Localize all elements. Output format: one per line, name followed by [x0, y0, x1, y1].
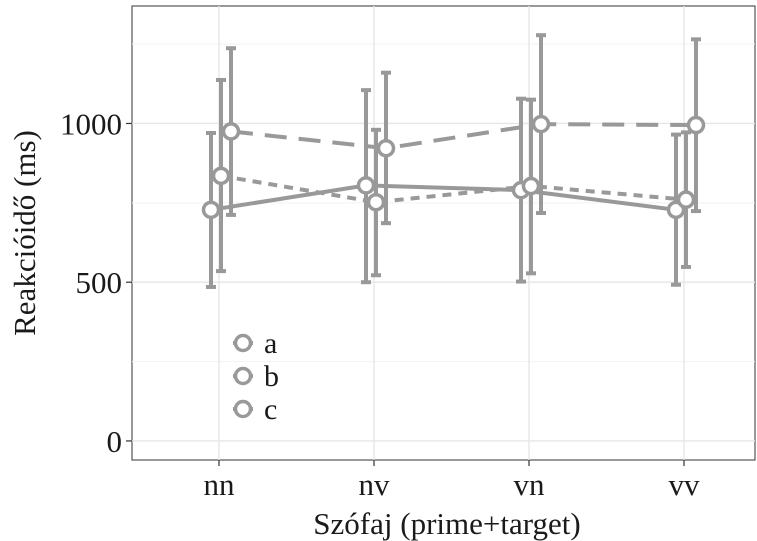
- series-layer: [201, 33, 706, 289]
- series-c: [221, 33, 706, 226]
- series-line-a: [210, 183, 677, 212]
- data-point: [376, 138, 396, 158]
- series-a: [201, 88, 686, 289]
- series-line-b: [220, 173, 687, 205]
- data-point: [356, 176, 376, 195]
- y-tick-label: 500: [76, 265, 123, 300]
- series-line-c: [230, 122, 697, 151]
- y-axis-title: Reakcióidő (ms): [7, 130, 42, 336]
- legend-key-point: [233, 333, 253, 353]
- data-point: [531, 114, 551, 134]
- x-tick-label: vn: [514, 467, 546, 502]
- data-point: [686, 115, 706, 135]
- plot-panel: [131, 5, 756, 461]
- y-axis-ticks: 0 500 1000: [60, 106, 132, 459]
- legend-label-a: a: [264, 327, 277, 360]
- data-point: [366, 192, 386, 212]
- legend-key-point: [233, 399, 253, 419]
- x-tick-label: nn: [204, 467, 236, 502]
- data-point: [676, 190, 696, 209]
- x-axis-title: Szófaj (prime+target): [313, 506, 580, 541]
- x-axis-ticks: nn nv vn vv: [204, 460, 701, 502]
- legend-label-b: b: [264, 360, 279, 393]
- data-point: [211, 166, 231, 186]
- data-point: [201, 200, 221, 220]
- data-point: [521, 176, 541, 196]
- x-tick-label: nv: [359, 467, 391, 502]
- series-b: [211, 77, 696, 278]
- data-point: [221, 122, 241, 141]
- legend: abc: [233, 327, 279, 426]
- legend-key-point: [233, 366, 253, 386]
- y-tick-label: 0: [107, 424, 123, 459]
- y-tick-label: 1000: [60, 106, 122, 141]
- legend-label-c: c: [264, 393, 277, 426]
- x-tick-label: vv: [669, 467, 701, 502]
